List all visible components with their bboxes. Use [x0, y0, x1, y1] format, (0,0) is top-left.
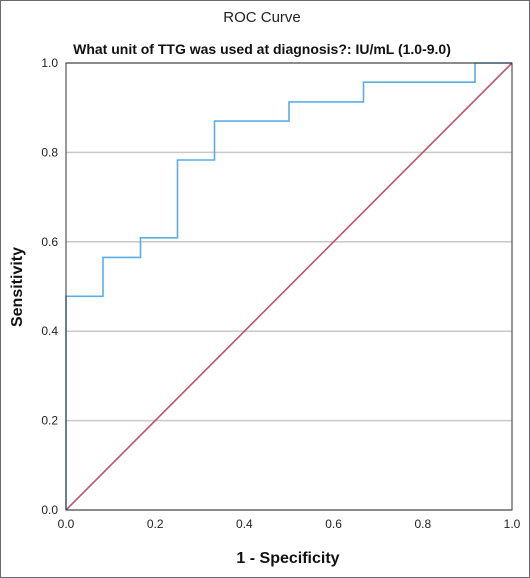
x-tick-label: 0.0 — [58, 517, 75, 531]
chart-title: ROC Curve — [223, 9, 301, 26]
y-tick-label: 0.2 — [41, 414, 58, 428]
series-lines — [65, 62, 513, 511]
tick-labels: 0.0 0.2 0.4 0.6 0.8 1.0 0.0 0.2 0.4 0.6 0.8 1.0 — [41, 56, 520, 531]
y-axis-label: Sensitivity — [9, 247, 26, 327]
y-tick-label: 0.0 — [41, 503, 58, 517]
plot-area-border — [65, 62, 513, 511]
x-tick-label: 1.0 — [504, 517, 521, 531]
x-axis-label: 1 - Specificity — [236, 550, 339, 567]
y-tick-label: 1.0 — [41, 56, 58, 70]
roc-curve-line — [65, 62, 512, 510]
x-tick-label: 0.8 — [414, 517, 431, 531]
reference-diagonal-line — [65, 62, 513, 511]
x-tick-label: 0.2 — [147, 517, 164, 531]
y-tick-label: 0.4 — [41, 324, 58, 338]
y-tick-label: 0.6 — [41, 235, 58, 249]
chart-subtitle: What unit of TTG was used at diagnosis?:… — [73, 41, 451, 57]
x-tick-label: 0.4 — [236, 517, 253, 531]
y-tick-label: 0.8 — [41, 145, 58, 159]
x-tick-label: 0.6 — [325, 517, 342, 531]
